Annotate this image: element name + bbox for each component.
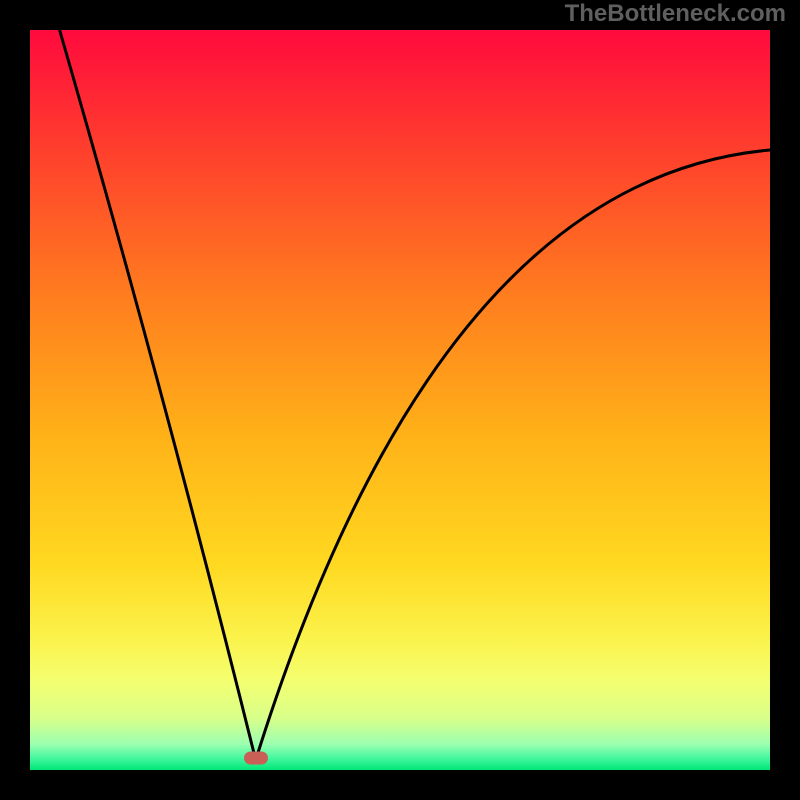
minimum-marker bbox=[244, 752, 268, 765]
chart-container: TheBottleneck.com bbox=[0, 0, 800, 800]
curve-svg bbox=[0, 0, 800, 800]
watermark-text: TheBottleneck.com bbox=[565, 0, 786, 28]
